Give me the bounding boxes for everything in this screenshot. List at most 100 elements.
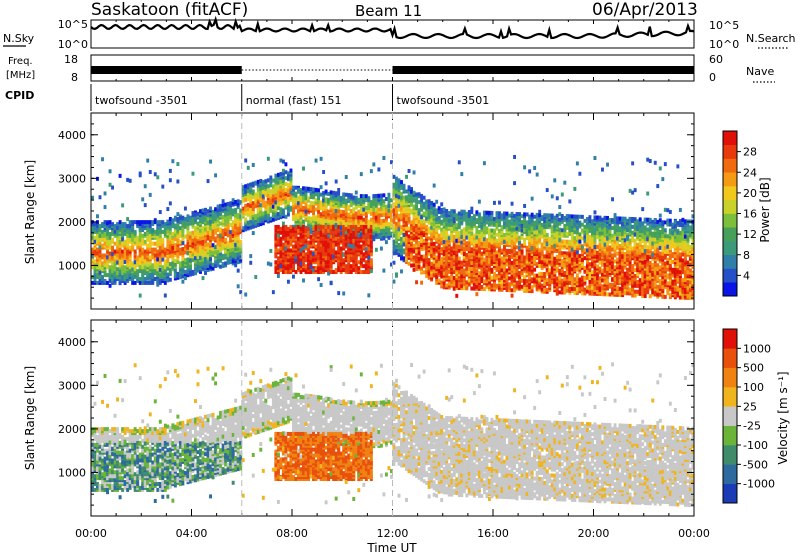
range-gate-cell: [505, 286, 509, 291]
range-gate-cell: [314, 234, 318, 239]
range-gate-cell: [347, 204, 351, 209]
range-gate-cell: [294, 244, 298, 249]
range-gate-cell: [402, 213, 406, 218]
range-gate-cell: [294, 256, 298, 261]
range-gate-cell: [178, 226, 182, 231]
range-gate-cell: [106, 224, 109, 229]
range-gate-cell: [470, 266, 474, 271]
range-gate-cell: [304, 209, 308, 214]
range-gate-cell: [146, 276, 150, 281]
range-gate-cell: [389, 198, 393, 203]
range-gate-cell: [503, 266, 506, 271]
range-gate-cell: [477, 263, 481, 268]
station-title: Saskatoon (fitACF): [91, 0, 248, 20]
range-gate-cell: [178, 247, 182, 252]
range-gate-cell: [131, 247, 135, 252]
range-gate-cell: [367, 202, 371, 207]
range-gate-cell: [284, 242, 288, 247]
range-gate-cell: [452, 224, 456, 229]
range-gate-cell: [442, 271, 446, 276]
range-gate-cell: [302, 238, 305, 243]
range-gate-cell: [480, 279, 484, 284]
range-gate-cell: [138, 220, 142, 225]
range-gate-cell: [422, 270, 426, 275]
range-gate-cell: [402, 232, 406, 237]
range-gate-cell: [457, 211, 461, 216]
range-gate-cell: [533, 214, 537, 219]
range-gate-cell: [209, 226, 212, 231]
range-gate-cell: [405, 246, 408, 251]
range-gate-cell: [498, 273, 501, 278]
range-gate-cell: [292, 226, 295, 231]
noise-left-label: N.Sky: [3, 32, 35, 45]
range-gate-cell: [342, 210, 346, 215]
range-gate-cell: [395, 176, 398, 181]
range-gate-cell: [176, 162, 180, 167]
range-gate-cell: [312, 232, 316, 237]
range-gate-cell: [196, 211, 200, 216]
range-gate-cell: [395, 186, 398, 191]
range-gate-cell: [535, 273, 539, 278]
range-gate-cell: [422, 195, 426, 200]
range-gate-cell: [196, 258, 200, 263]
range-gate-cell: [530, 212, 534, 217]
range-gate-cell: [508, 237, 511, 242]
range-gate-cell: [528, 275, 532, 280]
range-gate-cell: [256, 207, 260, 212]
range-gate-cell: [467, 278, 471, 283]
range-gate-cell: [415, 192, 419, 197]
range-gate-cell: [342, 291, 346, 296]
range-gate-cell: [387, 203, 391, 208]
range-gate-cell: [445, 208, 449, 213]
range-gate-cell: [520, 284, 524, 289]
range-gate-cell: [437, 268, 441, 273]
range-gate-cell: [209, 206, 212, 211]
range-gate-cell: [372, 207, 376, 212]
range-gate-cell: [382, 193, 386, 198]
range-gate-cell: [472, 214, 476, 219]
range-gate-cell: [166, 229, 170, 234]
range-gate-cell: [136, 235, 140, 240]
range-gate-cell: [286, 176, 290, 181]
range-gate-cell: [317, 277, 321, 282]
range-gate-cell: [307, 230, 310, 235]
range-gate-cell: [121, 253, 125, 258]
range-gate-cell: [317, 256, 321, 261]
range-gate-cell: [520, 223, 524, 228]
range-gate-cell: [395, 182, 398, 187]
range-gate-cell: [151, 247, 155, 252]
range-gate-cell: [513, 264, 517, 269]
range-gate-cell: [372, 231, 376, 236]
range-gate-cell: [186, 230, 190, 235]
range-gate-cell: [108, 283, 112, 288]
range-gate-cell: [254, 274, 258, 279]
range-gate-cell: [279, 207, 283, 212]
range-gate-cell: [259, 219, 263, 224]
range-gate-cell: [111, 185, 115, 190]
range-gate-cell: [452, 275, 456, 280]
range-gate-cell: [455, 213, 459, 218]
range-gate-cell: [191, 258, 195, 263]
range-gate-cell: [188, 215, 192, 220]
range-gate-cell: [349, 256, 353, 261]
range-gate-cell: [440, 247, 444, 252]
cpid-segment-label: twofsound -3501: [95, 94, 188, 107]
noise-trace: [90, 15, 695, 40]
range-gate-cell: [382, 228, 386, 233]
range-gate-cell: [294, 258, 298, 263]
range-gate-cell: [229, 258, 233, 263]
range-gate-cell: [387, 235, 391, 240]
range-gate-cell: [204, 260, 207, 265]
cpid-label: CPID: [5, 89, 34, 102]
range-gate-cell: [395, 193, 398, 198]
range-gate-cell: [397, 195, 401, 200]
range-gate-cell: [362, 252, 366, 257]
range-gate-cell: [538, 238, 542, 243]
range-gate-cell: [121, 239, 125, 244]
range-gate-cell: [101, 157, 104, 162]
range-gate-cell: [221, 203, 225, 208]
range-gate-cell: [146, 280, 150, 285]
range-gate-cell: [493, 248, 496, 253]
range-gate-cell: [435, 237, 439, 242]
range-gate-cell: [297, 201, 300, 206]
